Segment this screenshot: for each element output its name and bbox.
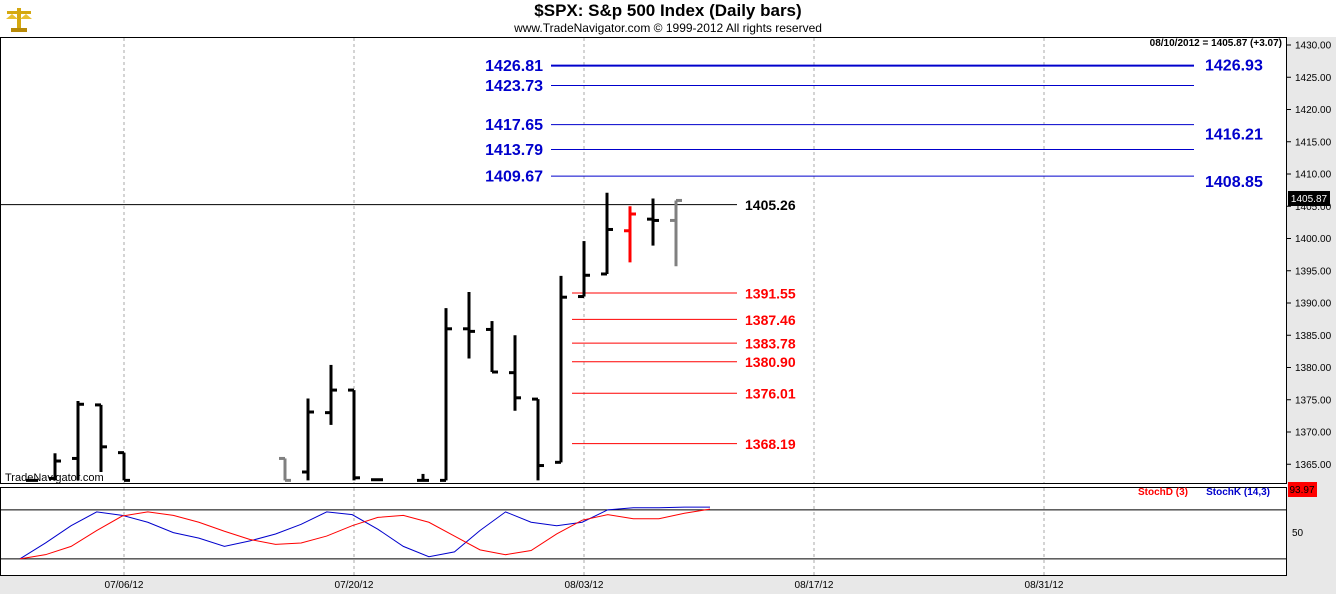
price-level-label: 1423.73 xyxy=(485,78,543,95)
chart-frame xyxy=(0,37,1336,594)
stoch-tick-label: 50 xyxy=(1292,528,1304,539)
price-level-label: 1368.19 xyxy=(745,436,796,452)
ohlc-bar xyxy=(532,397,544,481)
current-price-label: 1405.87 xyxy=(1291,194,1328,205)
ohlc-bar xyxy=(440,308,452,482)
ohlc-bar xyxy=(624,206,636,263)
y-tick-label: 1400.00 xyxy=(1295,234,1332,245)
ohlc-bar xyxy=(647,198,659,246)
price-level-label: 1383.78 xyxy=(745,336,796,352)
y-tick-label: 1430.00 xyxy=(1295,41,1332,52)
current-price-badge xyxy=(1288,191,1330,206)
gold-scales-icon xyxy=(4,4,34,34)
ohlc-bar xyxy=(72,401,84,481)
x-tick-label: 07/20/12 xyxy=(335,580,374,591)
price-level-label: 1413.79 xyxy=(485,142,543,159)
stoch-d-line xyxy=(19,508,711,560)
price-level-label: 1409.67 xyxy=(485,169,543,186)
ohlc-bar xyxy=(325,364,337,425)
price-level-label: 1408.85 xyxy=(1205,174,1263,191)
ohlc-bar xyxy=(417,473,429,482)
price-level-label: 1376.01 xyxy=(745,386,796,402)
ohlc-bar xyxy=(601,192,613,276)
support-resistance-levels: 1426.81 1426.93 1423.73 1417.65 1416.21 1413.… xyxy=(1,57,1263,452)
price-level-label: 1405.26 xyxy=(745,197,796,213)
ohlc-bar xyxy=(486,321,498,374)
x-tick-label: 07/06/12 xyxy=(105,580,144,591)
tradenavigator-watermark: TradeNavigator.com xyxy=(5,472,104,484)
ohlc-bar xyxy=(118,451,130,482)
price-axis: 1430.00 1425.00 1420.00 1415.00 1410.00 1405.… xyxy=(1286,41,1332,471)
y-tick-label: 1390.00 xyxy=(1295,299,1332,310)
y-tick-label: 1405.00 xyxy=(1295,202,1332,213)
ohlc-bar xyxy=(670,198,682,267)
chart-title: $SPX: S&p 500 Index (Daily bars) xyxy=(534,1,802,20)
price-readout: 08/10/2012 = 1405.87 (+3.07) xyxy=(1150,38,1282,49)
price-level-label: 1387.46 xyxy=(745,312,796,328)
price-level-label: 1426.93 xyxy=(1205,57,1263,74)
ohlc-bar xyxy=(578,241,590,299)
ohlc-bar xyxy=(302,398,314,481)
copyright-subtitle: www.TradeNavigator.com © 1999-2012 All r… xyxy=(514,21,822,35)
x-tick-label: 08/17/12 xyxy=(795,580,834,591)
price-level-label: 1380.90 xyxy=(745,354,796,370)
ohlc-bar xyxy=(95,403,107,472)
stoch-value-label: 93.97 xyxy=(1289,485,1314,496)
y-tick-label: 1375.00 xyxy=(1295,395,1332,406)
stoch-k-legend: StochK (14,3) xyxy=(1206,487,1270,498)
y-tick-label: 1395.00 xyxy=(1295,266,1332,277)
stochastic-panel xyxy=(1,506,1286,560)
price-level-label: 1426.81 xyxy=(485,58,543,75)
ohlc-bar xyxy=(555,275,567,464)
date-axis: 07/06/12 07/20/12 08/03/12 08/17/12 08/31/12 xyxy=(105,580,1064,591)
x-tick-label: 08/31/12 xyxy=(1025,580,1064,591)
y-tick-label: 1420.00 xyxy=(1295,105,1332,116)
ohlc-bar xyxy=(49,453,61,481)
price-level-label: 1416.21 xyxy=(1205,126,1263,143)
ohlc-bar xyxy=(348,388,360,481)
y-tick-label: 1365.00 xyxy=(1295,460,1332,471)
stoch-value-badge xyxy=(1288,482,1317,497)
ohlc-bar xyxy=(279,456,291,482)
y-tick-label: 1370.00 xyxy=(1295,428,1332,439)
y-tick-label: 1425.00 xyxy=(1295,73,1332,84)
y-tick-label: 1380.00 xyxy=(1295,363,1332,374)
ohlc-bar xyxy=(371,478,383,482)
ohlc-bar xyxy=(463,292,475,359)
ohlc-bar xyxy=(509,335,521,411)
y-tick-label: 1410.00 xyxy=(1295,170,1332,181)
price-level-label: 1391.55 xyxy=(745,286,796,302)
y-tick-label: 1415.00 xyxy=(1295,137,1332,148)
x-tick-label: 08/03/12 xyxy=(565,580,604,591)
y-tick-label: 1385.00 xyxy=(1295,331,1332,342)
price-level-label: 1417.65 xyxy=(485,117,543,134)
stoch-d-legend: StochD (3) xyxy=(1138,487,1188,498)
ohlc-bars xyxy=(26,192,682,482)
